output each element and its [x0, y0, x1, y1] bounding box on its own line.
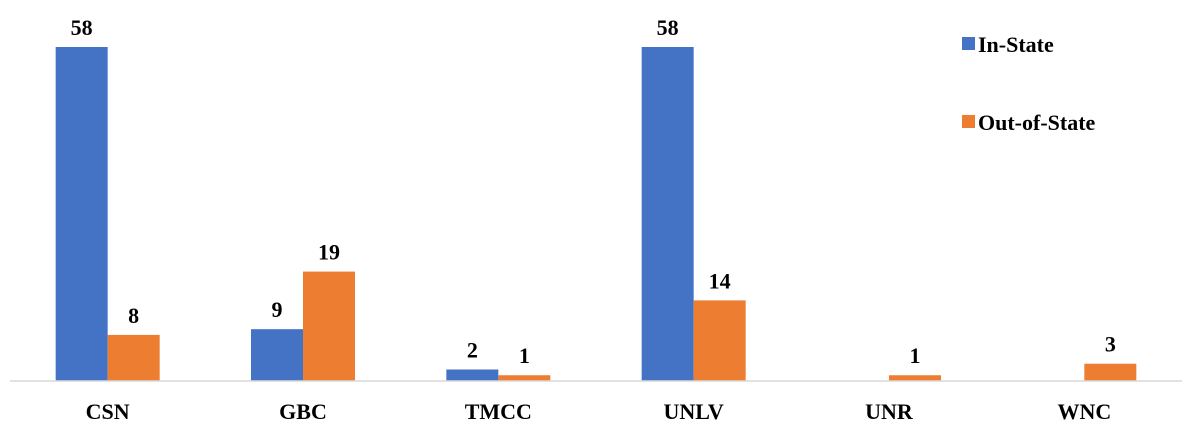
- x-tick-label-wnc: WNC: [1057, 399, 1111, 424]
- legend-label-in-state: In-State: [978, 32, 1054, 57]
- bar-in-state-csn: [55, 47, 108, 381]
- bar-in-state-tmcc: [446, 369, 499, 381]
- data-label-out-of-state-wnc: 3: [1105, 332, 1116, 357]
- data-label-out-of-state-unr: 1: [910, 343, 921, 368]
- legend-swatch-in-state: [962, 37, 975, 50]
- bar-out-of-state-unr: [889, 375, 941, 381]
- bar-out-of-state-unlv: [693, 300, 746, 381]
- x-tick-label-csn: CSN: [86, 399, 130, 424]
- data-label-in-state-tmcc: 2: [467, 337, 478, 362]
- bars-layer: [55, 47, 1137, 381]
- data-label-out-of-state-unlv: 14: [709, 268, 731, 293]
- legend: In-State Out-of-State: [962, 32, 1096, 135]
- bar-in-state-gbc: [251, 329, 303, 381]
- data-label-out-of-state-csn: 8: [128, 303, 139, 328]
- legend-label-out-of-state: Out-of-State: [978, 110, 1096, 135]
- x-tick-label-unr: UNR: [865, 399, 914, 424]
- bar-out-of-state-wnc: [1084, 363, 1137, 381]
- value-labels-layer: 58 8 9 19 2 1 58 14 1 3: [71, 15, 1116, 368]
- x-axis-tick-labels: CSN GBC TMCC UNLV UNR WNC: [86, 399, 1112, 424]
- data-label-in-state-csn: 58: [71, 15, 93, 40]
- x-tick-label-tmcc: TMCC: [465, 399, 532, 424]
- x-tick-label-unlv: UNLV: [664, 399, 724, 424]
- data-label-in-state-unlv: 58: [657, 15, 679, 40]
- bar-out-of-state-gbc: [303, 271, 355, 381]
- data-label-out-of-state-gbc: 19: [318, 240, 340, 265]
- legend-swatch-out-of-state: [962, 115, 975, 128]
- bar-in-state-unlv: [641, 47, 694, 381]
- x-tick-label-gbc: GBC: [279, 399, 327, 424]
- bar-out-of-state-tmcc: [498, 375, 551, 381]
- data-label-in-state-gbc: 9: [272, 297, 283, 322]
- bar-out-of-state-csn: [107, 334, 160, 381]
- data-label-out-of-state-tmcc: 1: [519, 343, 530, 368]
